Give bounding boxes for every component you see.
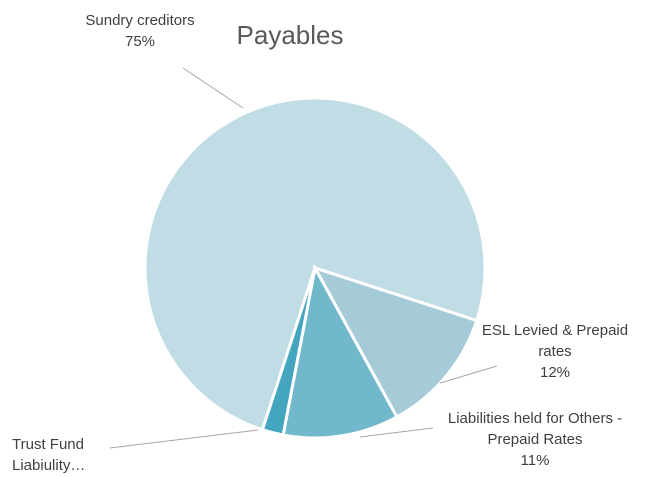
- category-label: Sundry creditors: [85, 12, 195, 29]
- value-label: 11%: [520, 452, 550, 469]
- category-label: Liabilities held for Others - Prepaid Ra…: [447, 410, 623, 448]
- chart-title: Payables: [236, 20, 344, 50]
- data-label: Liabilities held for Others - Prepaid Ra…: [425, 408, 645, 471]
- category-label: ESL Levied & Prepaid rates: [481, 322, 629, 360]
- data-label: ESL Levied & Prepaid rates 12%: [480, 320, 630, 383]
- category-label: Trust Fund Liabiulity…: [12, 436, 86, 474]
- pie-slice: [311, 265, 479, 420]
- leader-line: [359, 427, 434, 438]
- pie-slice: [260, 267, 317, 437]
- pie-slice: [143, 96, 487, 432]
- data-label: Trust Fund Liabiulity…: [12, 434, 112, 476]
- leader-line: [109, 429, 259, 449]
- leader-line: [182, 67, 244, 109]
- pie-slice: [281, 263, 399, 440]
- value-label: 12%: [539, 364, 571, 381]
- data-label: Sundry creditors 75%: [80, 10, 200, 52]
- leader-line: [439, 365, 498, 384]
- value-label: 75%: [124, 33, 156, 50]
